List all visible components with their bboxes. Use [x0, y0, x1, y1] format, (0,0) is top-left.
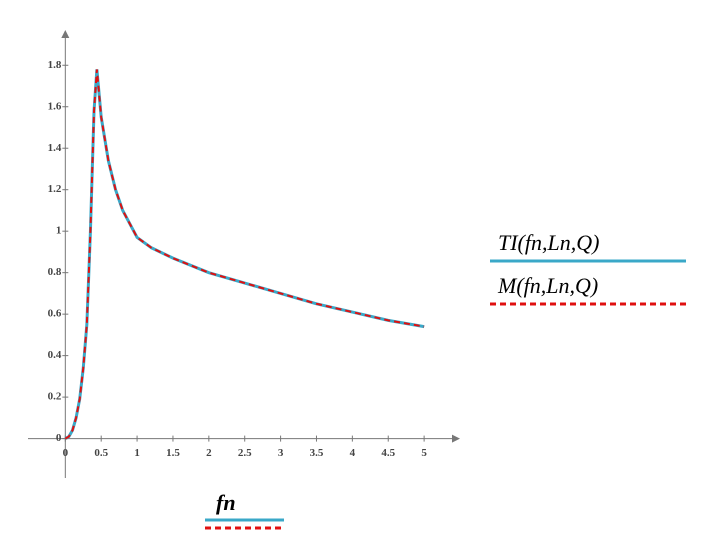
line-series	[64, 69, 425, 440]
legend-label: M(fn,Ln,Q)	[497, 273, 598, 298]
x-tick-label: 4.5	[381, 447, 395, 459]
x-tick-label: 4	[350, 447, 356, 459]
x-tick-label: 2	[206, 447, 212, 459]
line-series	[64, 69, 425, 440]
x-axis-label: fn	[216, 490, 236, 515]
y-tick-label: 1.8	[48, 59, 62, 71]
y-tick-label: 0.4	[48, 349, 62, 361]
x-tick-label: 3.5	[310, 447, 324, 459]
x-tick-label: 5	[421, 447, 427, 459]
y-axis-arrow	[61, 30, 70, 38]
x-tick-label: 3	[278, 447, 284, 459]
y-tick-label: 1.4	[48, 142, 62, 154]
x-tick-label: 0	[63, 447, 69, 459]
legend-label: TI(fn,Ln,Q)	[498, 230, 599, 255]
y-tick-label: 0.6	[48, 308, 62, 320]
x-tick-label: 1.5	[166, 447, 180, 459]
y-tick-label: 0.8	[48, 266, 62, 278]
y-tick-label: 1.2	[48, 183, 62, 195]
y-tick-label: 0.2	[48, 391, 62, 403]
x-tick-label: 1	[134, 447, 140, 459]
y-tick-label: 1.6	[48, 100, 62, 112]
x-tick-label: 0.5	[94, 447, 108, 459]
x-axis-arrow	[452, 434, 460, 443]
x-tick-label: 2.5	[238, 447, 252, 459]
y-tick-label: 0	[56, 432, 62, 444]
y-tick-label: 1	[56, 225, 62, 237]
